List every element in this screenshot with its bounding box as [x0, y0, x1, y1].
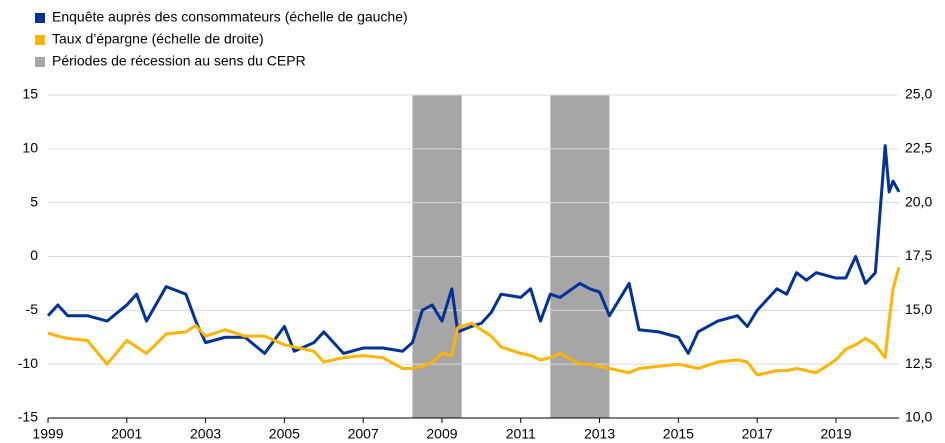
legend-swatch: [35, 35, 45, 45]
legend-label: Taux d’épargne (échelle de droite): [52, 31, 264, 47]
y2-tick-label: 12,5: [905, 355, 932, 371]
x-tick-label: 2007: [348, 426, 379, 442]
series-line: [47, 266, 901, 377]
y2-tick-label: 17,5: [905, 247, 932, 263]
y-tick-label: -15: [18, 409, 38, 425]
y-tick-label: -10: [18, 355, 38, 371]
x-tick-label: 2019: [820, 426, 851, 442]
y2-tick-label: 22,5: [905, 140, 932, 156]
x-tick-label: 2009: [426, 426, 457, 442]
legend-swatch: [35, 57, 45, 67]
y2-tick-label: 15,0: [905, 301, 932, 317]
x-tick-label: 2011: [506, 426, 536, 442]
legend-label: Périodes de récession au sens du CEPR: [52, 53, 306, 69]
y-tick-label: 0: [30, 247, 38, 263]
y-tick-label: 15: [22, 86, 38, 102]
x-tick-label: 2015: [663, 426, 694, 442]
y2-tick-label: 20,0: [905, 193, 932, 209]
x-tick-label: 2005: [269, 426, 300, 442]
x-tick-label: 2017: [742, 426, 773, 442]
series-line: [46, 144, 901, 355]
legend-label: Enquête auprès des consommateurs (échell…: [52, 9, 408, 25]
x-tick-label: 2001: [111, 426, 142, 442]
x-tick-label: 2013: [584, 426, 615, 442]
y-tick-label: 10: [22, 140, 38, 156]
x-tick-label: 2003: [190, 426, 221, 442]
y2-tick-label: 10,0: [905, 409, 932, 425]
y-tick-label: -5: [26, 301, 39, 317]
legend-swatch: [35, 13, 45, 23]
y-tick-label: 5: [30, 193, 38, 209]
x-tick-label: 1999: [32, 426, 63, 442]
y2-tick-label: 25,0: [905, 86, 932, 102]
